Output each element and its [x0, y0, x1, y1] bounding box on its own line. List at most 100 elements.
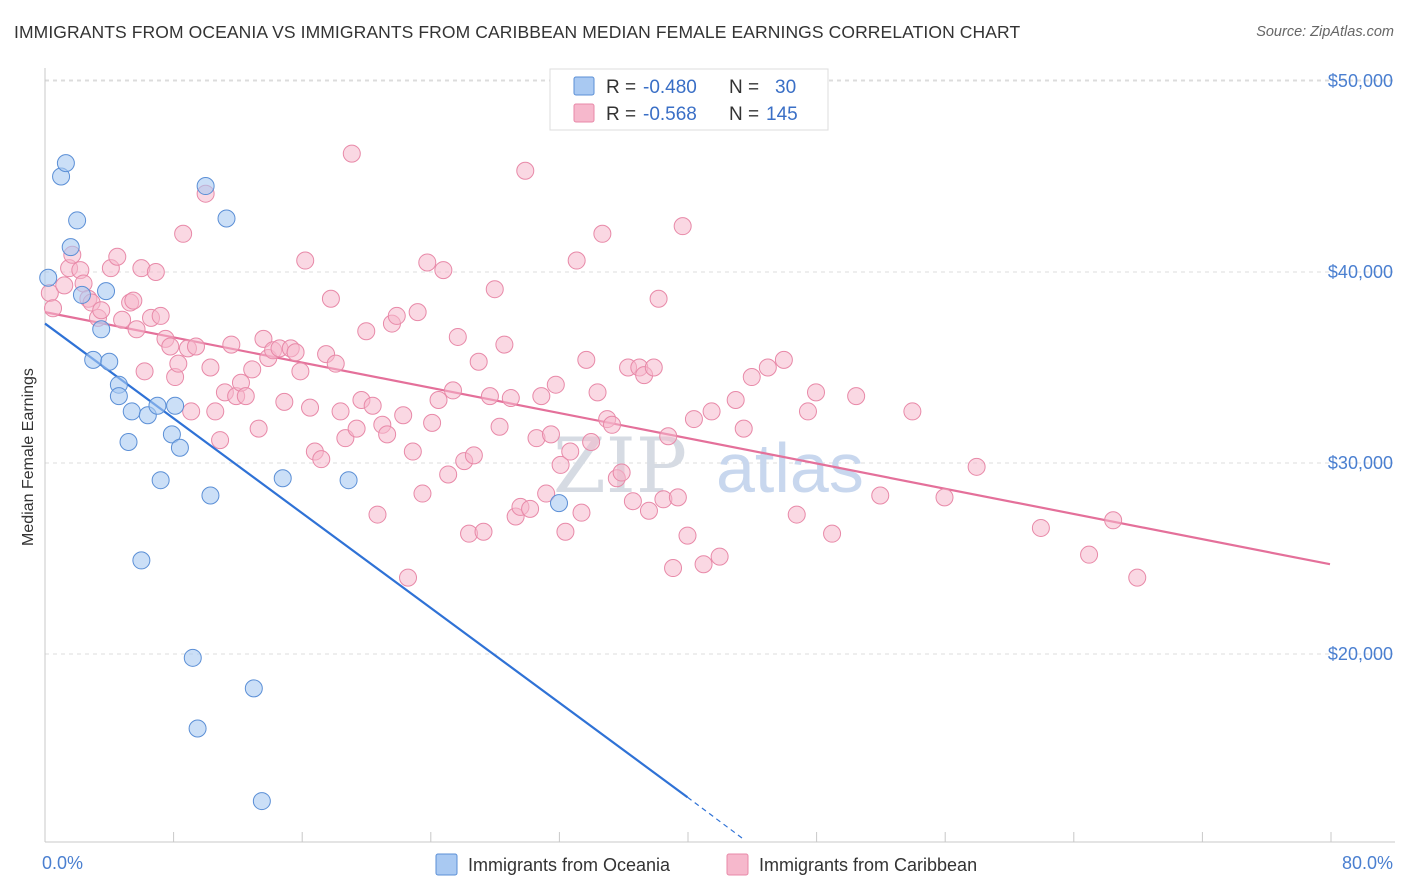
data-point-caribbean [108, 247, 127, 266]
stats-n-label-oceania: N = [729, 77, 759, 98]
data-point-caribbean [443, 381, 462, 400]
stats-swatch-oceania [573, 76, 595, 96]
legend-swatch-oceania [435, 853, 458, 876]
data-point-caribbean [464, 446, 483, 465]
data-point-caribbean [694, 555, 713, 574]
data-point-oceania [188, 719, 207, 738]
data-point-caribbean [537, 484, 556, 503]
data-point-caribbean [532, 387, 551, 406]
data-point-caribbean [807, 383, 825, 402]
data-point-caribbean [403, 442, 422, 461]
data-point-caribbean [1104, 511, 1123, 530]
data-point-oceania [39, 268, 58, 287]
data-point-oceania [196, 177, 215, 196]
data-point-caribbean [182, 402, 201, 421]
legend-label-caribbean: Immigrants from Caribbean [759, 855, 977, 875]
data-point-caribbean [291, 362, 310, 381]
legend-label-oceania: Immigrants from Oceania [468, 855, 671, 875]
data-point-caribbean [243, 360, 262, 379]
data-point-caribbean [448, 327, 467, 346]
data-point-caribbean [186, 337, 205, 356]
data-point-oceania [61, 238, 80, 257]
data-point-caribbean [710, 547, 729, 566]
stats-r-label-caribbean: R = [606, 104, 636, 125]
data-point-caribbean [903, 402, 922, 421]
data-point-caribbean [577, 350, 596, 369]
data-point-caribbean [296, 251, 315, 270]
data-point-caribbean [664, 559, 683, 578]
data-point-caribbean [347, 419, 366, 438]
data-point-caribbean [734, 419, 753, 438]
data-point-caribbean [124, 291, 143, 310]
data-point-caribbean [556, 522, 575, 541]
data-point-caribbean [593, 224, 612, 243]
data-point-caribbean [623, 492, 642, 511]
data-point-oceania [72, 285, 91, 304]
chart-title: IMMIGRANTS FROM OCEANIA VS IMMIGRANTS FR… [14, 22, 1021, 42]
data-point-caribbean [378, 425, 397, 444]
y-tick-label: $40,000 [1328, 262, 1393, 282]
data-point-caribbean [326, 354, 345, 373]
data-point-caribbean [588, 383, 607, 402]
stats-n-value-caribbean: 145 [766, 104, 798, 125]
data-point-caribbean [726, 390, 745, 409]
data-point-caribbean [742, 368, 761, 387]
y-axis-label: Median Female Earnings [20, 368, 37, 546]
data-point-oceania [550, 494, 568, 513]
data-point-caribbean [312, 450, 331, 469]
legend-swatch-caribbean [726, 853, 749, 876]
data-point-caribbean [469, 352, 488, 371]
data-point-caribbean [935, 488, 954, 507]
data-point-caribbean [490, 417, 509, 436]
data-point-caribbean [1080, 545, 1099, 564]
data-point-caribbean [151, 306, 170, 325]
stats-box: R = -0.480 N = 30 R = -0.568 N = 145 [549, 68, 829, 131]
data-point-caribbean [823, 524, 842, 543]
y-tick-label: $50,000 [1328, 71, 1393, 91]
data-point-caribbean [480, 387, 499, 406]
data-point-caribbean [429, 390, 448, 409]
y-tick-label: $30,000 [1328, 453, 1393, 473]
data-point-caribbean [342, 144, 361, 163]
data-point-caribbean [161, 337, 180, 356]
data-point-caribbean [254, 329, 273, 348]
data-point-caribbean [331, 402, 350, 421]
source-credit: Source: ZipAtlas.com [1256, 24, 1394, 40]
data-point-caribbean [206, 402, 225, 421]
data-point-caribbean [774, 350, 793, 369]
data-point-caribbean [501, 389, 520, 408]
data-point-caribbean [967, 457, 986, 476]
data-point-caribbean [286, 343, 305, 362]
data-point-oceania [92, 320, 111, 339]
data-point-caribbean [146, 263, 165, 281]
stats-r-value-caribbean: -0.568 [643, 104, 697, 125]
data-point-caribbean [127, 320, 146, 339]
data-point-caribbean [92, 301, 111, 320]
data-point-oceania [151, 471, 170, 490]
stats-n-label-caribbean: N = [729, 104, 759, 125]
data-point-caribbean [434, 261, 453, 280]
data-point-caribbean [423, 413, 442, 432]
data-point-caribbean [603, 415, 622, 434]
data-point-caribbean [321, 289, 340, 308]
data-point-oceania [84, 350, 103, 369]
data-point-caribbean [516, 161, 535, 180]
y-tick-labels: $20,000 $30,000 $40,000 $50,000 [1328, 71, 1393, 664]
data-point-caribbean [678, 526, 697, 545]
data-point-oceania [339, 471, 358, 490]
data-point-oceania [122, 402, 141, 421]
data-point-caribbean [201, 358, 220, 377]
data-point-oceania [217, 209, 236, 228]
data-point-caribbean [399, 568, 418, 587]
data-point-caribbean [368, 505, 387, 524]
stats-r-value-oceania: -0.480 [643, 77, 697, 98]
data-point-caribbean [275, 392, 294, 411]
trend-line-oceania-extension [687, 796, 745, 840]
data-point-caribbean [546, 375, 565, 394]
data-point-caribbean [174, 224, 193, 243]
data-point-caribbean [582, 432, 601, 451]
data-point-oceania [68, 211, 87, 230]
data-point-caribbean [413, 484, 432, 503]
data-point-caribbean [363, 396, 382, 415]
data-point-caribbean [387, 306, 406, 325]
